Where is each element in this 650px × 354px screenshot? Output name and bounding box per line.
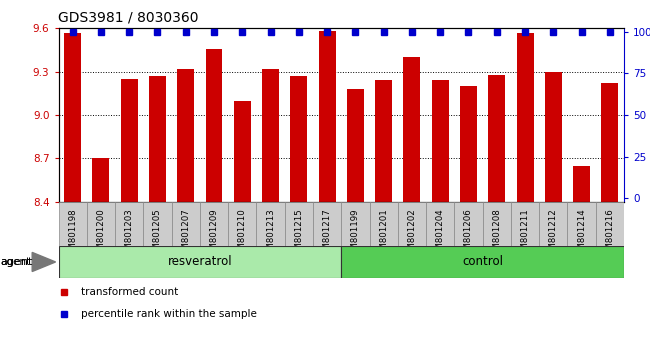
Bar — [573, 166, 590, 202]
FancyBboxPatch shape — [115, 202, 143, 246]
FancyBboxPatch shape — [596, 202, 624, 246]
Bar — [318, 31, 335, 202]
Bar — [92, 159, 109, 202]
FancyBboxPatch shape — [58, 246, 341, 278]
FancyBboxPatch shape — [341, 202, 369, 246]
Bar — [149, 76, 166, 202]
FancyBboxPatch shape — [454, 202, 482, 246]
FancyBboxPatch shape — [426, 202, 454, 246]
Text: GDS3981 / 8030360: GDS3981 / 8030360 — [58, 11, 199, 25]
Text: GSM801202: GSM801202 — [408, 209, 417, 261]
Text: GSM801205: GSM801205 — [153, 209, 162, 261]
Polygon shape — [32, 252, 55, 272]
Bar — [205, 48, 222, 202]
Bar — [177, 69, 194, 202]
Bar — [488, 75, 505, 202]
Bar — [460, 86, 477, 202]
Bar — [262, 69, 279, 202]
Bar — [64, 33, 81, 202]
Text: GSM801203: GSM801203 — [125, 209, 134, 261]
Text: GSM801198: GSM801198 — [68, 209, 77, 261]
Bar — [545, 72, 562, 202]
FancyBboxPatch shape — [143, 202, 172, 246]
Text: GSM801217: GSM801217 — [322, 209, 332, 261]
FancyBboxPatch shape — [540, 202, 567, 246]
Bar — [404, 57, 421, 202]
FancyBboxPatch shape — [228, 202, 256, 246]
Bar — [601, 83, 618, 202]
Text: control: control — [462, 256, 503, 268]
Text: GSM801214: GSM801214 — [577, 209, 586, 261]
Text: percentile rank within the sample: percentile rank within the sample — [81, 309, 257, 319]
Text: GSM801212: GSM801212 — [549, 209, 558, 261]
Bar — [517, 33, 534, 202]
FancyBboxPatch shape — [285, 202, 313, 246]
Bar — [375, 80, 392, 202]
FancyBboxPatch shape — [256, 202, 285, 246]
Text: GSM801208: GSM801208 — [492, 209, 501, 261]
Text: GSM801207: GSM801207 — [181, 209, 190, 261]
Text: GSM801215: GSM801215 — [294, 209, 304, 261]
Text: GSM801210: GSM801210 — [238, 209, 247, 261]
FancyBboxPatch shape — [511, 202, 540, 246]
FancyBboxPatch shape — [313, 202, 341, 246]
Text: GSM801200: GSM801200 — [96, 209, 105, 261]
Text: GSM801206: GSM801206 — [464, 209, 473, 261]
Text: GSM801199: GSM801199 — [351, 209, 360, 261]
FancyBboxPatch shape — [200, 202, 228, 246]
FancyBboxPatch shape — [369, 202, 398, 246]
Bar — [121, 79, 138, 202]
FancyBboxPatch shape — [482, 202, 511, 246]
Bar — [291, 76, 307, 202]
FancyBboxPatch shape — [58, 202, 87, 246]
Text: agent: agent — [0, 257, 32, 267]
Bar — [347, 89, 364, 202]
Bar — [234, 101, 251, 202]
Text: GSM801211: GSM801211 — [521, 209, 530, 261]
Text: transformed count: transformed count — [81, 287, 178, 297]
Text: GSM801201: GSM801201 — [379, 209, 388, 261]
Text: GSM801213: GSM801213 — [266, 209, 275, 261]
FancyBboxPatch shape — [87, 202, 115, 246]
Bar — [432, 80, 448, 202]
Text: GSM801216: GSM801216 — [605, 209, 614, 261]
Text: GSM801209: GSM801209 — [209, 209, 218, 261]
Text: agent: agent — [0, 257, 30, 267]
FancyBboxPatch shape — [567, 202, 596, 246]
Text: GSM801204: GSM801204 — [436, 209, 445, 261]
Text: resveratrol: resveratrol — [168, 256, 232, 268]
FancyBboxPatch shape — [172, 202, 200, 246]
FancyBboxPatch shape — [341, 246, 624, 278]
FancyBboxPatch shape — [398, 202, 426, 246]
